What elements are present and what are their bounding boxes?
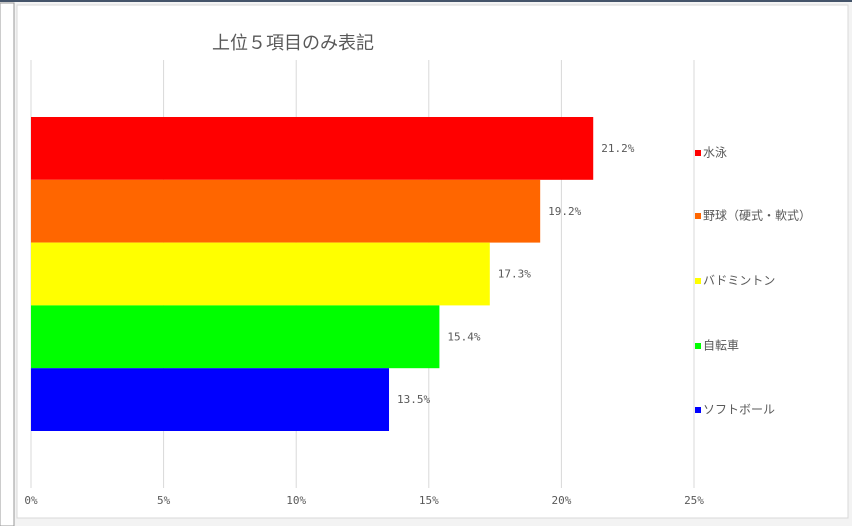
value-label: 19.2% <box>548 205 581 218</box>
chart-title: 上位５項目のみ表記 <box>212 33 374 54</box>
value-label: 21.2% <box>601 142 634 155</box>
legend-label: バドミントン <box>703 274 775 288</box>
legend-swatch <box>695 213 701 219</box>
value-label: 15.4% <box>447 330 480 343</box>
bar <box>31 242 490 306</box>
x-tick-label: 5% <box>157 494 171 507</box>
bar <box>31 117 594 180</box>
legend-swatch <box>695 150 701 156</box>
row-headers <box>0 2 15 526</box>
legend-swatch <box>695 407 701 413</box>
legend-swatch <box>695 278 701 284</box>
value-label: 17.3% <box>498 268 531 281</box>
x-tick-label: 10% <box>286 494 306 507</box>
bar <box>31 179 541 243</box>
x-tick-label: 15% <box>419 494 439 507</box>
bar <box>31 368 390 431</box>
legend-label: ソフトボール <box>703 403 775 417</box>
x-tick-label: 0% <box>24 494 38 507</box>
x-tick-label: 25% <box>684 494 704 507</box>
legend-label: 野球（硬式・軟式） <box>703 208 811 223</box>
legend-label: 自転車 <box>703 339 739 353</box>
legend-swatch <box>695 343 701 349</box>
bar <box>31 305 440 369</box>
value-label: 13.5% <box>397 393 430 406</box>
legend-label: 水泳 <box>703 146 727 160</box>
x-tick-label: 20% <box>551 494 571 507</box>
